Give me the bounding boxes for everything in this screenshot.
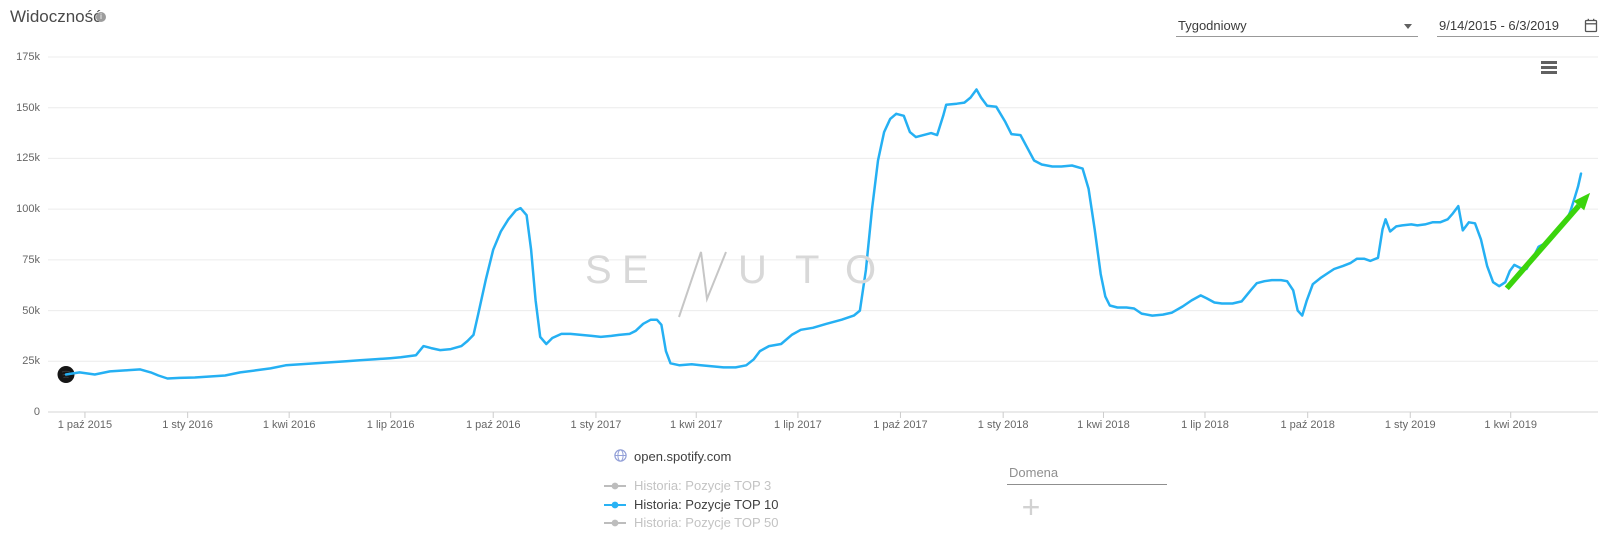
- x-axis-label: 1 paź 2016: [466, 419, 521, 431]
- y-axis-label: 0: [33, 406, 40, 418]
- watermark-letter: U: [738, 248, 767, 292]
- date-range-value: 9/14/2015 - 6/3/2019: [1439, 18, 1559, 33]
- watermark-letter: E: [622, 248, 649, 292]
- legend-item-label: Historia: Pozycje TOP 3: [634, 478, 772, 493]
- globe-icon: [614, 449, 627, 462]
- info-icon[interactable]: i: [96, 12, 106, 22]
- x-axis-label: 1 kwi 2018: [1077, 419, 1130, 431]
- x-axis-label: 1 sty 2018: [977, 419, 1029, 431]
- y-axis-label: 100k: [16, 203, 40, 216]
- trend-arrow-shaft: [1504, 203, 1581, 291]
- watermark-letter: S: [585, 248, 612, 292]
- x-axis-label: 1 lip 2016: [366, 419, 415, 431]
- watermark-logo-n: [678, 251, 727, 318]
- series-top10-line[interactable]: [64, 88, 1583, 380]
- legend-item-label: Historia: Pozycje TOP 10: [634, 497, 779, 512]
- date-range-input[interactable]: 9/14/2015 - 6/3/2019: [1437, 16, 1599, 37]
- x-axis-label: 1 paź 2018: [1280, 419, 1335, 431]
- add-domain-button[interactable]: +: [1021, 489, 1041, 525]
- y-axis-label: 75k: [22, 253, 40, 266]
- x-axis-label: 1 lip 2018: [1181, 419, 1229, 431]
- calendar-icon: [1584, 18, 1598, 36]
- page-title: Widoczność: [10, 7, 102, 26]
- x-axis-label: 1 kwi 2016: [262, 419, 316, 431]
- series-marker-icon: [604, 519, 626, 527]
- x-axis-label: 1 sty 2017: [570, 419, 622, 431]
- y-axis-label: 50k: [22, 304, 40, 317]
- trend-arrow-head: [1573, 192, 1591, 211]
- domain-input[interactable]: [1007, 460, 1167, 485]
- watermark-letter: O: [845, 248, 877, 292]
- series-marker-icon: [604, 482, 626, 490]
- x-axis-label: 1 kwi 2017: [669, 419, 723, 431]
- interval-select[interactable]: Tygodniowy: [1176, 16, 1418, 37]
- interval-select-value: Tygodniowy: [1178, 18, 1247, 33]
- x-axis-label: 1 sty 2016: [162, 419, 214, 431]
- x-axis-label: 1 paź 2015: [57, 419, 113, 431]
- x-axis-label: 1 lip 2017: [774, 419, 822, 431]
- watermark-letter: T: [795, 248, 820, 292]
- y-axis-label: 175k: [16, 51, 40, 63]
- y-axis-label: 150k: [16, 101, 40, 114]
- chart-menu-button[interactable]: [1541, 61, 1557, 77]
- x-axis-label: 1 sty 2019: [1384, 419, 1436, 431]
- y-axis-label: 25k: [22, 355, 40, 368]
- series-marker-icon: [604, 501, 626, 509]
- chevron-down-icon: [1404, 24, 1412, 29]
- x-axis-label: 1 kwi 2019: [1484, 419, 1537, 431]
- legend-domain-label: open.spotify.com: [634, 449, 732, 464]
- legend-item-label: Historia: Pozycje TOP 50: [634, 515, 779, 530]
- y-axis-label: 125k: [16, 152, 40, 165]
- x-axis-label: 1 paź 2017: [873, 419, 928, 431]
